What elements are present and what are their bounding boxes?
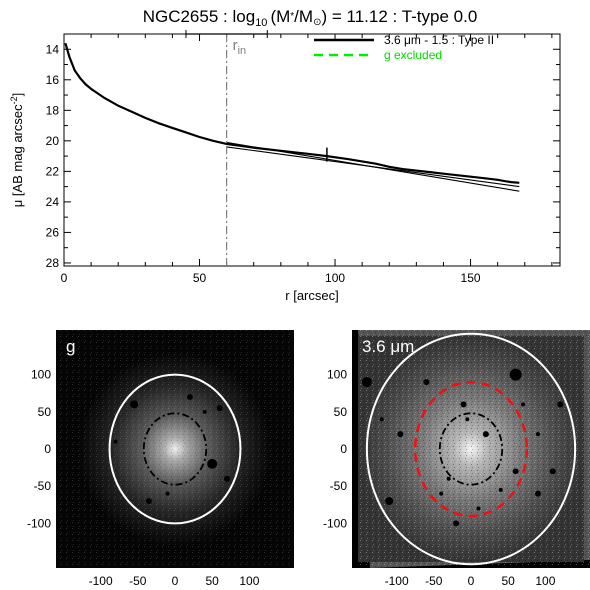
masked-source — [521, 402, 526, 407]
g-axis-ticks: -100 -50 0 50 100 100 50 0 -50 -100 — [27, 368, 260, 588]
y-tick-label: 24 — [46, 195, 60, 209]
masked-source — [512, 468, 519, 475]
ir-image-noise — [358, 330, 590, 568]
masked-source — [202, 409, 207, 414]
profile-axes: 0 50 100 150 14 16 18 20 22 24 26 28 — [46, 33, 560, 285]
masked-source — [439, 491, 444, 496]
y-tick-label: 20 — [46, 134, 60, 148]
rin-label-sub: in — [238, 45, 247, 57]
x-tick-label: 100 — [535, 574, 555, 588]
masked-source — [113, 439, 118, 444]
masked-source — [216, 405, 223, 412]
x-tick-label: 50 — [502, 574, 516, 588]
x-tick-label: 0 — [172, 574, 179, 588]
y-tick-label: 100 — [327, 368, 347, 382]
x-axis-label: r [arcsec] — [285, 288, 338, 303]
g-ellipses — [108, 373, 242, 525]
series-line — [226, 146, 520, 188]
y-tick-label: 28 — [46, 256, 60, 270]
y-tick-label: 18 — [46, 103, 60, 117]
masked-source — [186, 393, 193, 400]
y-tick-label: 50 — [38, 405, 52, 419]
profile-plot: NGC2655 : log10 (M*/M⊙) = 11.12 : T-type … — [9, 7, 561, 303]
x-tick-label: -100 — [385, 574, 409, 588]
x-tick-label: -50 — [129, 574, 147, 588]
chart-title: NGC2655 : log10 (M*/M⊙) = 11.12 : T-type … — [143, 7, 478, 29]
masked-source — [549, 468, 556, 475]
y-tick-label: 26 — [46, 225, 60, 239]
masked-source — [465, 417, 470, 422]
rin-label: rin — [233, 37, 247, 57]
y-tick-label: 0 — [340, 442, 347, 456]
x-tick-label: -50 — [425, 574, 443, 588]
masked-source — [423, 379, 430, 386]
inner-ellipse — [142, 412, 208, 486]
masked-source — [130, 400, 139, 409]
masked-source — [476, 506, 481, 511]
y-tick-label: 100 — [31, 368, 51, 382]
ir-panel: 3.6 μm -100 -50 0 50 100 100 50 0 -50 -100 — [323, 330, 590, 588]
legend-label-g: g excluded — [384, 48, 442, 62]
legend: 3.6 μm - 1.5 : Type II g excluded — [314, 33, 494, 62]
masked-source — [165, 491, 170, 496]
ir-axis-ticks: -100 -50 0 50 100 100 50 0 -50 -100 — [323, 368, 556, 588]
y-tick-label: -100 — [27, 516, 51, 530]
x-tick-label: 50 — [193, 271, 207, 285]
x-tick-label: 50 — [206, 574, 220, 588]
outer-ellipse — [108, 373, 242, 525]
profile-annotations: rin — [185, 30, 328, 266]
masked-source — [145, 498, 152, 505]
masked-source — [557, 401, 564, 408]
series-line — [64, 42, 520, 184]
masked-source — [397, 431, 404, 438]
y-tick-label: 0 — [44, 442, 51, 456]
inner-ellipse — [438, 412, 504, 486]
x-tick-label: -100 — [89, 574, 113, 588]
y-axis-label: μ [AB mag arcsec-2] — [9, 93, 25, 208]
outer-ellipse — [365, 332, 577, 566]
plot-frame — [63, 33, 561, 267]
masked-source — [534, 490, 541, 497]
y-tick-label: -100 — [323, 516, 347, 530]
g-panel-label: g — [66, 337, 75, 356]
x-tick-label: 100 — [325, 271, 345, 285]
masked-source — [509, 368, 522, 381]
ir-masked-sources — [361, 368, 564, 527]
masked-source — [224, 475, 231, 482]
masked-source — [385, 497, 394, 506]
y-tick-label: 14 — [46, 42, 60, 56]
masked-source — [446, 476, 451, 481]
x-tick-label: 100 — [239, 574, 259, 588]
x-tick-label: 0 — [468, 574, 475, 588]
y-tick-label: -50 — [330, 479, 348, 493]
profile-lines — [64, 42, 520, 192]
y-tick-label: 50 — [334, 405, 348, 419]
g-band-panel: g -100 -50 0 50 100 100 50 0 -50 -100 — [27, 330, 294, 588]
y-tick-label: 16 — [46, 73, 60, 87]
masked-source — [498, 487, 503, 492]
masked-source — [460, 401, 467, 408]
legend-label-ir: 3.6 μm - 1.5 : Type II — [384, 33, 494, 47]
y-tick-label: -50 — [34, 479, 52, 493]
masked-source — [207, 458, 218, 469]
x-tick-label: 0 — [61, 271, 68, 285]
masked-source — [379, 417, 384, 422]
mid-ellipse — [413, 380, 529, 518]
ir-panel-label: 3.6 μm — [362, 337, 414, 356]
masked-source — [453, 520, 460, 527]
x-tick-label: 150 — [461, 271, 481, 285]
ir-ellipses — [365, 332, 577, 566]
y-tick-label: 22 — [46, 164, 60, 178]
g-image-noise — [56, 330, 294, 568]
g-masked-sources — [113, 393, 231, 505]
masked-source — [361, 377, 372, 388]
masked-source — [482, 431, 489, 438]
masked-source — [535, 432, 540, 437]
